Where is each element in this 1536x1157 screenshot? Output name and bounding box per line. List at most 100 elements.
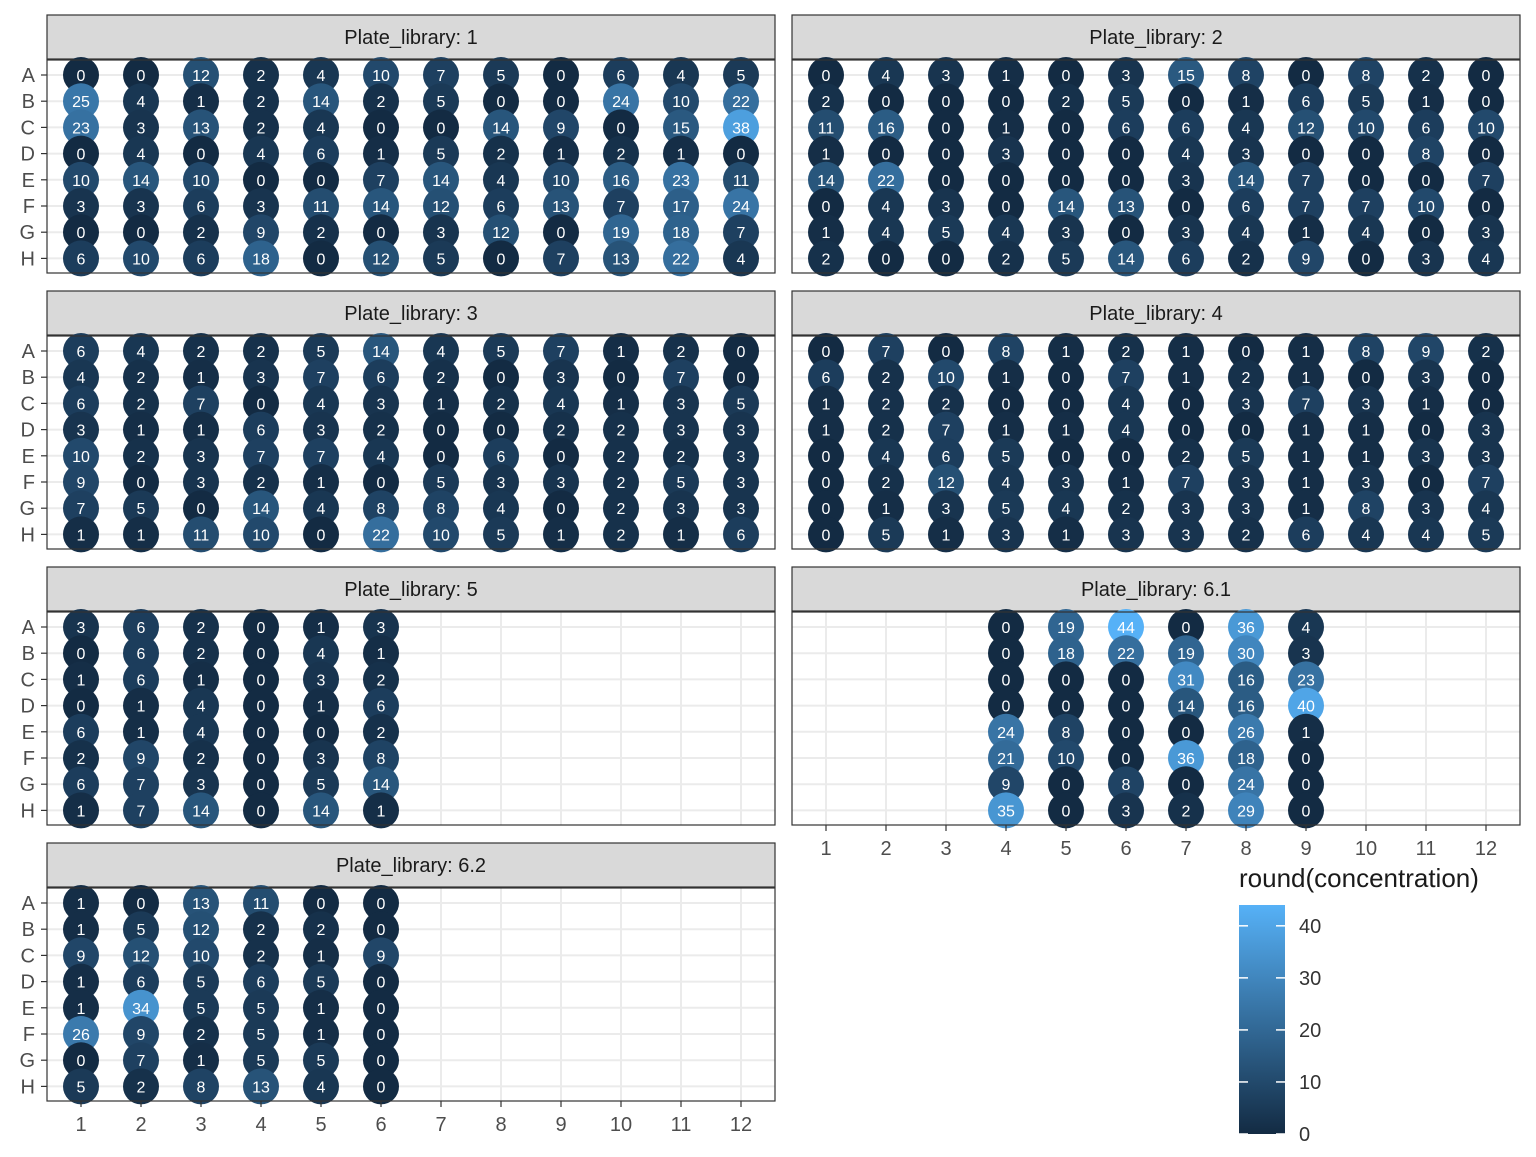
well-value-label: 0 [737, 370, 746, 387]
well-value-label: 0 [1422, 173, 1431, 190]
well-point [1048, 490, 1084, 527]
well-value-label: 3 [1002, 527, 1011, 544]
well-point [1228, 635, 1264, 672]
well-value-label: 0 [257, 396, 266, 413]
well-value-label: 14 [372, 777, 390, 794]
well-value-label: 5 [77, 1079, 86, 1096]
well-point [63, 83, 99, 120]
well-value-label: 1 [1302, 344, 1311, 361]
well-point [63, 937, 99, 974]
well-point [363, 687, 399, 724]
well-value-label: 7 [1122, 370, 1131, 387]
well-value-label: 1 [137, 527, 146, 544]
facet-panel-4: Plate_library: 40 7 0 8 1 2 1 0 1 8 9 26 2 10 1 0 7 1 2 1 0 3… [791, 290, 1521, 553]
well-point [988, 333, 1024, 369]
x-tick-label: 10 [1355, 838, 1377, 860]
well-point [988, 188, 1024, 224]
well-point [928, 333, 964, 369]
well-value-label: 0 [737, 344, 746, 361]
well-point [1288, 359, 1324, 396]
well-value-label: 1 [137, 699, 146, 716]
x-tick-label: 2 [135, 1114, 146, 1136]
well-point [183, 490, 219, 527]
well-point [808, 359, 844, 396]
well-point [423, 188, 459, 224]
well-point [723, 333, 759, 369]
well-value-label: 3 [317, 672, 326, 689]
well-point [603, 214, 639, 251]
well-point [123, 516, 159, 553]
well-point [183, 83, 219, 120]
well-point [123, 661, 159, 698]
well-point [988, 437, 1024, 474]
well-value-label: 0 [1182, 199, 1191, 216]
well-point [1168, 83, 1204, 120]
well-point [928, 109, 964, 146]
well-point [423, 464, 459, 500]
well-point [988, 490, 1024, 527]
y-tick-label: C [21, 945, 35, 967]
well-value-label: 6 [77, 725, 86, 742]
well-value-label: 0 [822, 449, 831, 466]
well-point [63, 740, 99, 776]
well-value-label: 0 [822, 527, 831, 544]
y-tick-label: H [21, 524, 35, 546]
well-point [1228, 161, 1264, 198]
well-value-label: 10 [72, 173, 90, 190]
well-value-label: 16 [612, 173, 630, 190]
well-value-label: 10 [1057, 751, 1075, 768]
well-point [1288, 687, 1324, 724]
well-value-label: 8 [1362, 501, 1371, 518]
well-value-label: 7 [437, 68, 446, 85]
well-value-label: 0 [1482, 68, 1491, 85]
well-point [543, 385, 579, 422]
well-value-label: 7 [197, 396, 206, 413]
well-value-label: 6 [822, 370, 831, 387]
well-point [183, 437, 219, 474]
well-point [1228, 687, 1264, 724]
well-value-label: 5 [437, 251, 446, 268]
well-point [63, 109, 99, 146]
well-value-label: 6 [497, 449, 506, 466]
well-value-label: 6 [317, 147, 326, 164]
well-value-label: 6 [77, 251, 86, 268]
well-value-label: 1 [197, 94, 206, 111]
well-value-label: 2 [257, 344, 266, 361]
well-value-label: 2 [942, 396, 951, 413]
well-value-label: 3 [1062, 475, 1071, 492]
well-value-label: 6 [77, 396, 86, 413]
well-value-label: 6 [1182, 251, 1191, 268]
well-point [243, 188, 279, 224]
well-point [63, 57, 99, 93]
well-point [868, 490, 904, 527]
well-value-label: 0 [377, 1001, 386, 1018]
well-point [183, 359, 219, 396]
well-value-label: 0 [1362, 147, 1371, 164]
well-point [1168, 57, 1204, 93]
well-point [63, 963, 99, 1000]
well-value-label: 0 [942, 251, 951, 268]
well-point [1288, 385, 1324, 422]
well-value-label: 3 [317, 751, 326, 768]
well-point [1288, 490, 1324, 527]
well-point [663, 240, 699, 277]
well-point [1108, 385, 1144, 422]
well-point [603, 57, 639, 93]
well-point [1408, 516, 1444, 553]
well-point [243, 885, 279, 921]
well-value-label: 0 [497, 251, 506, 268]
well-value-label: 8 [377, 501, 386, 518]
well-point [123, 57, 159, 93]
well-point [1048, 516, 1084, 553]
well-value-label: 1 [77, 803, 86, 820]
well-point [663, 464, 699, 500]
well-point [1048, 333, 1084, 369]
well-point [123, 766, 159, 803]
well-value-label: 40 [1297, 699, 1315, 716]
well-value-label: 0 [257, 803, 266, 820]
well-value-label: 0 [437, 423, 446, 440]
well-value-label: 3 [137, 120, 146, 137]
well-point [423, 333, 459, 369]
well-value-label: 0 [77, 1053, 86, 1070]
well-value-label: 5 [737, 68, 746, 85]
